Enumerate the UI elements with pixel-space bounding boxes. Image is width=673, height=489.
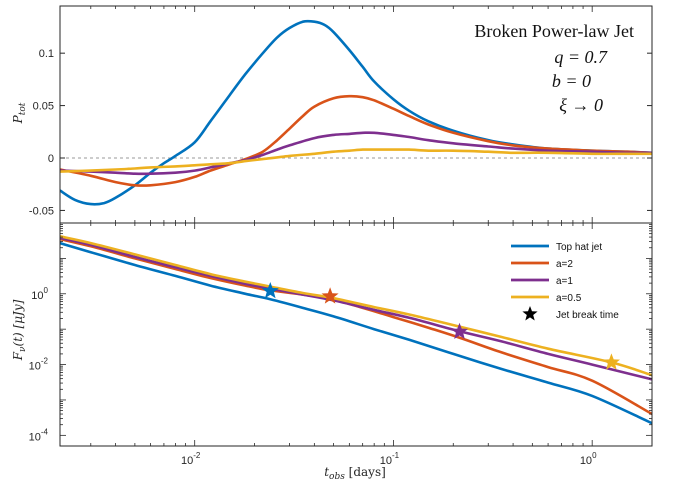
q-annotation: q = 0.7	[554, 47, 608, 67]
legend-label: Jet break time	[556, 310, 619, 321]
jet-break-star-a-0-5	[602, 353, 620, 370]
x-tick-label: 10-1	[380, 451, 400, 467]
legend-label: a=2	[556, 259, 573, 270]
bottom-panel: 10-2 10-1 100 10-4 10-2 100	[29, 6, 653, 467]
top-series-group	[60, 19, 652, 206]
svg-text:Ptot: Ptot	[11, 102, 28, 124]
bottom-y-tick-label: 100	[31, 286, 48, 302]
svg-text:Fν(t) [μJy]: Fν(t) [μJy]	[11, 299, 28, 361]
bottom-series-top-hat-jet	[60, 241, 652, 425]
b-annotation: b = 0	[552, 71, 591, 91]
legend-label: Top hat jet	[556, 242, 602, 253]
xi-annotation: ξ → 0	[559, 95, 603, 115]
top-y-axis-label: Ptot	[11, 102, 28, 124]
top-series-a-1	[60, 131, 652, 176]
x-axis-label: tobs [days]	[324, 465, 386, 482]
title-annotation: Broken Power-law Jet	[474, 21, 634, 41]
jet-break-star-a-2	[321, 287, 339, 304]
top-y-tick-label: 0	[48, 153, 54, 165]
top-y-tick-label: -0.05	[29, 205, 54, 217]
legend-label: a=1	[556, 276, 573, 287]
bottom-series-a-0-5	[60, 235, 652, 377]
bottom-y-tick-label: 10-4	[29, 427, 49, 443]
top-series-a-2	[60, 94, 652, 187]
jet-break-star-a-1	[450, 322, 469, 339]
top-y-tick-label: 0.05	[33, 101, 54, 113]
legend-label: a=0.5	[556, 293, 582, 304]
top-panel: -0.05 0 0.05 0.1	[29, 5, 653, 224]
x-tick-label: 10-2	[181, 451, 201, 467]
svg-text:tobs [days]: tobs [days]	[324, 465, 386, 482]
legend: Top hat jet a=2 a=1 a=0.5 Jet break time	[505, 236, 645, 324]
jet-break-star-top-hat-jet	[261, 282, 279, 299]
top-series-a-0-5	[60, 148, 652, 173]
legend-star-icon	[522, 306, 538, 321]
x-tick-label: 100	[580, 451, 597, 467]
bottom-series-a-1	[60, 236, 652, 381]
top-y-tick-label: 0.1	[39, 48, 54, 60]
bottom-y-axis-label: Fν(t) [μJy]	[11, 299, 28, 361]
bottom-y-tick-label: 10-2	[29, 357, 49, 373]
